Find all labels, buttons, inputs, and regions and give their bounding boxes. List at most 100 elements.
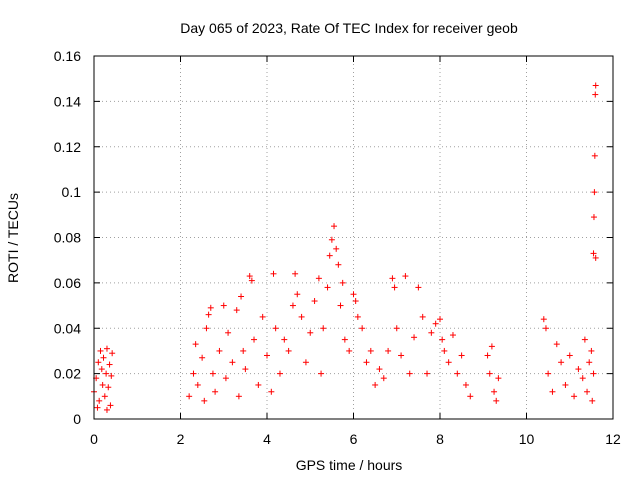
data-point [199, 354, 206, 361]
data-point [584, 388, 591, 395]
x-tick-label: 0 [90, 431, 98, 447]
data-point [292, 270, 299, 277]
data-point [326, 252, 333, 259]
data-point [495, 375, 502, 382]
data-point [590, 370, 597, 377]
data-point [484, 352, 491, 359]
data-point [190, 370, 197, 377]
data-point [488, 343, 495, 350]
data-point [108, 372, 115, 379]
data-point [233, 307, 240, 314]
data-point [270, 270, 277, 277]
x-tick-label: 2 [177, 431, 185, 447]
data-point [540, 316, 547, 323]
data-point [402, 273, 409, 280]
data-point [591, 152, 598, 159]
data-point [592, 91, 599, 98]
data-point [101, 393, 108, 400]
data-point [462, 381, 469, 388]
data-point [549, 388, 556, 395]
y-tick-label: 0.06 [54, 275, 81, 291]
x-tick-label: 6 [350, 431, 358, 447]
y-tick-labels: 0 0.02 0.04 0.06 0.08 0.1 0.12 0.14 0.16 [54, 48, 81, 427]
data-point [307, 329, 314, 336]
data-point [242, 366, 249, 373]
data-point [315, 275, 322, 282]
data-point [592, 254, 599, 261]
data-point [566, 352, 573, 359]
data-point [96, 397, 103, 404]
y-tick-label: 0.02 [54, 366, 81, 382]
data-point [372, 381, 379, 388]
data-point [467, 393, 474, 400]
data-point [333, 245, 340, 252]
data-point [229, 359, 236, 366]
data-point [385, 347, 392, 354]
data-point [337, 302, 344, 309]
data-point [419, 313, 426, 320]
data-point [376, 366, 383, 373]
data-point [391, 284, 398, 291]
data-point [341, 336, 348, 343]
data-point [294, 291, 301, 298]
data-point [248, 277, 255, 284]
data-point [320, 325, 327, 332]
data-point [289, 302, 296, 309]
data-point [581, 336, 588, 343]
data-point [352, 298, 359, 305]
data-point [95, 359, 102, 366]
x-axis-label: GPS time / hours [296, 457, 403, 473]
data-point [411, 334, 418, 341]
y-tick-label: 0 [73, 411, 81, 427]
data-point [335, 261, 342, 268]
data-point [590, 214, 597, 221]
data-point [432, 320, 439, 327]
data-point [591, 189, 598, 196]
y-tick-label: 0.12 [54, 139, 81, 155]
data-point [331, 223, 338, 230]
data-point [350, 291, 357, 298]
data-point [246, 273, 253, 280]
data-point [94, 404, 101, 411]
data-point [186, 393, 193, 400]
data-point [542, 325, 549, 332]
data-point [103, 406, 110, 413]
data-point [486, 370, 493, 377]
x-tick-label: 10 [519, 431, 535, 447]
data-point [354, 313, 361, 320]
data-point [97, 347, 104, 354]
data-point [318, 370, 325, 377]
data-point [579, 375, 586, 382]
data-point [264, 352, 270, 359]
data-point [302, 359, 309, 366]
data-point [437, 316, 443, 323]
data-point [100, 354, 107, 361]
data-point [575, 366, 582, 373]
data-point [103, 345, 110, 352]
data-point [553, 341, 560, 348]
y-tick-label: 0.16 [54, 48, 81, 64]
data-point [428, 329, 435, 336]
data-point [103, 370, 110, 377]
data-point [393, 325, 400, 332]
data-point [201, 397, 208, 404]
data-point [493, 397, 500, 404]
data-point [380, 375, 387, 382]
x-tick-label: 8 [436, 431, 444, 447]
data-point [276, 370, 283, 377]
data-point [311, 298, 318, 305]
data-point [225, 329, 232, 336]
data-point [298, 313, 305, 320]
data-point [192, 341, 199, 348]
data-point [220, 302, 227, 309]
data-point [590, 250, 597, 257]
data-point [339, 279, 346, 286]
data-point [238, 293, 245, 300]
x-tick-labels: 0 2 4 6 8 10 12 [90, 431, 621, 447]
x-tick-label: 12 [605, 431, 621, 447]
data-point [558, 359, 565, 366]
data-points [91, 82, 599, 413]
data-point [216, 347, 223, 354]
x-tick-label: 4 [263, 431, 271, 447]
